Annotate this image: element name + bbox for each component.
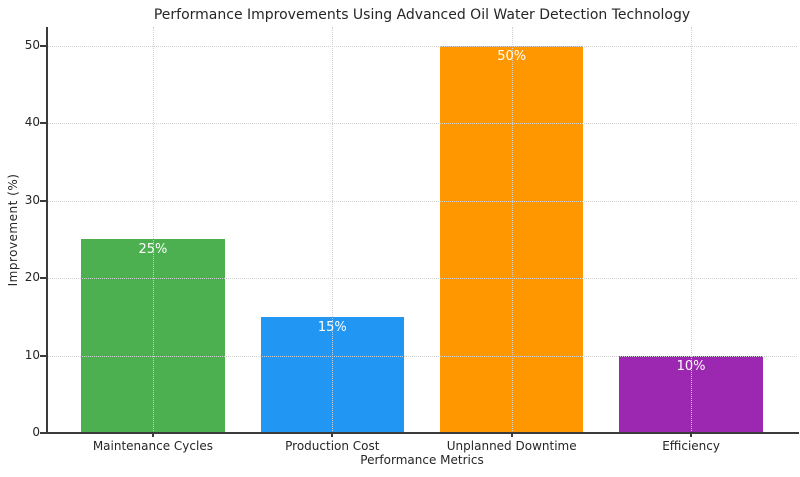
bar-value-label: 15%	[317, 319, 347, 335]
y-tick-label: 30	[24, 192, 40, 207]
y-tick	[40, 432, 47, 434]
y-tick-label: 0	[32, 425, 40, 439]
x-axis-spine	[46, 432, 799, 434]
v-gridline	[691, 27, 693, 433]
bar-value-label: 10%	[676, 358, 706, 374]
y-tick-label: 20	[24, 270, 40, 284]
h-gridline	[47, 278, 797, 279]
x-tick-label: Efficiency	[662, 439, 720, 453]
h-gridline	[47, 355, 797, 357]
bar-maintenance-cycles	[81, 239, 225, 433]
x-tick-label: Unplanned Downtime	[446, 439, 577, 453]
h-gridline	[47, 123, 797, 125]
x-tick	[690, 433, 693, 437]
y-tick-label: 10	[24, 347, 40, 362]
v-gridline	[511, 27, 513, 433]
y-tick	[40, 44, 47, 47]
plot-area: Maintenance Cycles 25% Production Cost 15% U…	[25, 27, 799, 453]
h-gridline	[47, 200, 797, 202]
x-axis-label: Performance Metrics	[360, 453, 484, 467]
y-tick	[40, 354, 47, 357]
y-axis-spine	[46, 27, 48, 434]
h-gridline	[47, 45, 797, 47]
y-tick	[40, 122, 47, 125]
y-tick-label: 50	[24, 37, 40, 52]
v-gridline	[332, 27, 334, 433]
bar-unplanned-downtime	[439, 45, 584, 433]
x-tick	[510, 433, 513, 437]
bar-value-label: 50%	[497, 48, 527, 64]
bar-value-label: 25%	[138, 242, 168, 258]
bar-production-cost	[260, 316, 404, 433]
y-tick	[40, 277, 47, 279]
chart-title: Performance Improvements Using Advanced …	[153, 7, 691, 23]
x-tick-label: Maintenance Cycles	[92, 439, 213, 453]
x-tick-label: Production Cost	[285, 439, 380, 453]
x-tick	[151, 433, 154, 437]
x-tick	[331, 433, 334, 437]
y-tick-label: 40	[24, 115, 40, 130]
v-gridline	[152, 27, 154, 433]
y-tick	[40, 199, 47, 202]
